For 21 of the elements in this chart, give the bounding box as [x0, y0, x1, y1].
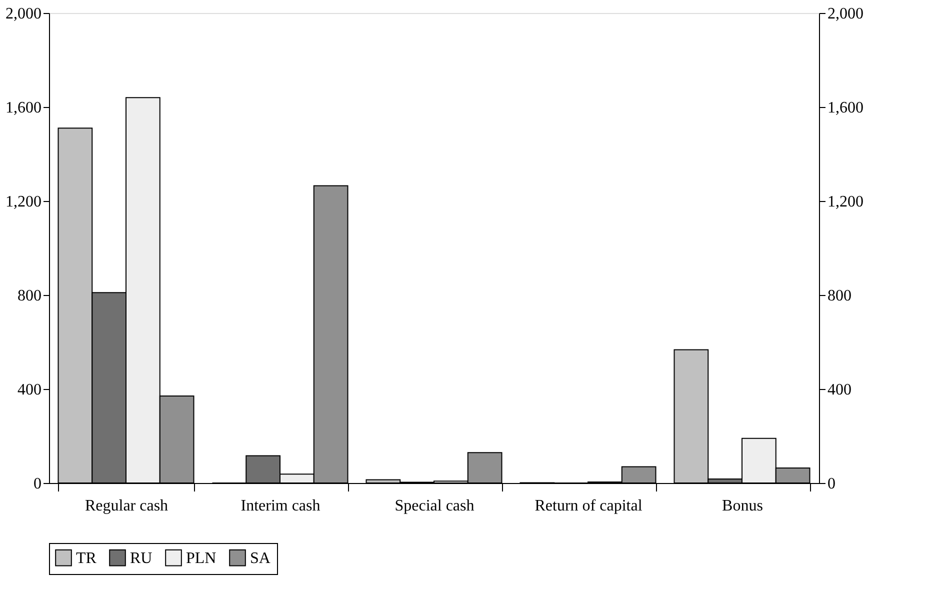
x-tick-label: Regular cash	[84, 498, 168, 514]
y2-tick-label: 0	[828, 476, 836, 492]
legend-label: RU	[130, 550, 153, 567]
y2-tick-label: 800	[828, 288, 852, 304]
y-tick-label: 2,000	[6, 6, 42, 22]
x-tick-label: Interim cash	[240, 498, 320, 514]
y2-tick-label: 1,600	[828, 100, 864, 116]
legend-label: TR	[76, 550, 97, 567]
y2-tick-label: 1,200	[828, 194, 864, 210]
y-tick-label: 1,600	[6, 100, 42, 116]
x-tick-label: Return of capital	[534, 498, 643, 514]
y-tick-label: 1,200	[6, 194, 42, 210]
x-tick-label: Bonus	[722, 498, 763, 514]
legend-label: SA	[250, 550, 271, 567]
legend-label: PLN	[186, 550, 217, 567]
y2-tick-label: 400	[828, 382, 852, 398]
y-tick-label: 400	[18, 382, 42, 398]
y-tick-label: 800	[18, 288, 42, 304]
y2-tick-label: 2,000	[828, 6, 864, 22]
y-tick-label: 0	[34, 476, 42, 492]
x-tick-label: Special cash	[394, 498, 474, 514]
